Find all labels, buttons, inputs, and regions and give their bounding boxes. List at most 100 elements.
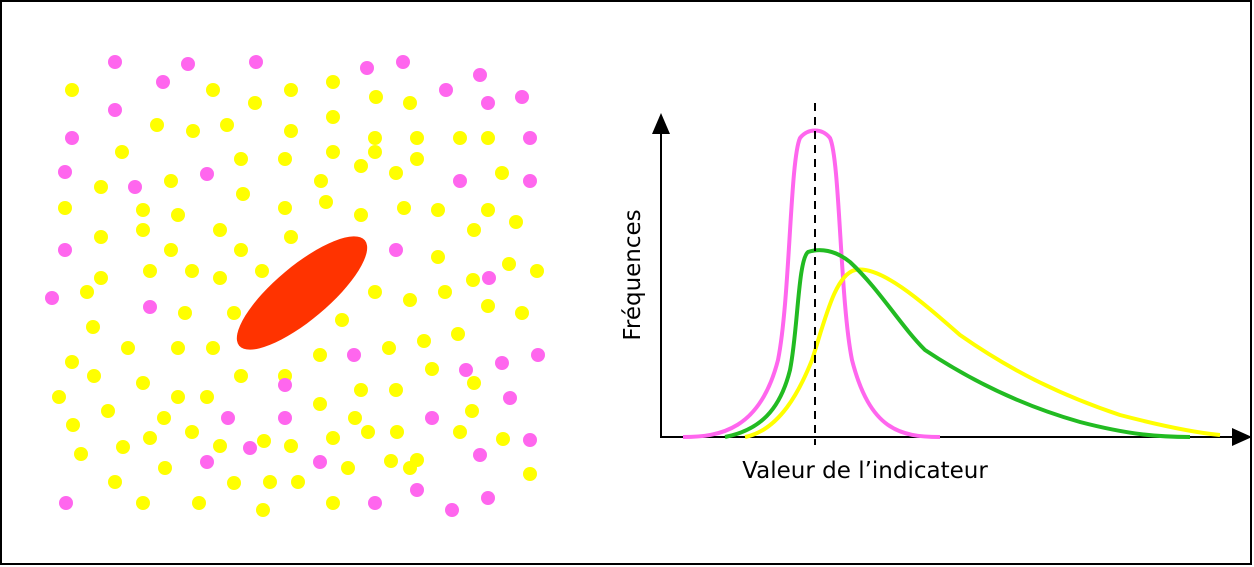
- yellow-dot: [52, 390, 66, 404]
- yellow-dot: [453, 425, 467, 439]
- yellow-dot: [65, 355, 79, 369]
- pink-dot: [58, 165, 72, 179]
- yellow-dot: [368, 131, 382, 145]
- yellow-dot: [368, 285, 382, 299]
- yellow-dot: [425, 362, 439, 376]
- yellow-dot: [255, 264, 269, 278]
- yellow-dot: [354, 159, 368, 173]
- yellow-dot: [354, 208, 368, 222]
- yellow-dot: [417, 334, 431, 348]
- yellow-dot: [115, 145, 129, 159]
- yellow-dot: [431, 250, 445, 264]
- yellow-dot: [200, 390, 214, 404]
- yellow-dot: [403, 96, 417, 110]
- pink-dot: [278, 411, 292, 425]
- yellow-dot: [192, 496, 206, 510]
- yellow-dot: [465, 404, 479, 418]
- yellow-dot: [186, 124, 200, 138]
- pink-dot: [495, 356, 509, 370]
- y-axis-label: Fréquences: [620, 209, 646, 340]
- pink-dot: [249, 55, 263, 69]
- yellow-dot: [248, 96, 262, 110]
- yellow-dot: [171, 390, 185, 404]
- pink-dot: [278, 378, 292, 392]
- pink-dot: [523, 174, 537, 188]
- yellow-dot: [410, 131, 424, 145]
- yellow-dot: [496, 432, 510, 446]
- yellow-dot: [467, 223, 481, 237]
- pink-dot: [156, 75, 170, 89]
- yellow-dot: [438, 285, 452, 299]
- pink-dot: [181, 57, 195, 71]
- yellow-dot: [65, 83, 79, 97]
- yellow-dot: [213, 223, 227, 237]
- yellow-dot: [451, 327, 465, 341]
- pink-dot: [45, 291, 59, 305]
- yellow-dot: [284, 83, 298, 97]
- yellow-dot: [185, 425, 199, 439]
- yellow-dot: [234, 243, 248, 257]
- pink-dot: [65, 131, 79, 145]
- yellow-dot: [361, 425, 375, 439]
- yellow-dot: [234, 369, 248, 383]
- pink-dot: [58, 243, 72, 257]
- yellow-dot: [453, 131, 467, 145]
- x-axis-label: Valeur de l’indicateur: [742, 458, 988, 484]
- yellow-dot: [515, 306, 529, 320]
- yellow-dot: [136, 496, 150, 510]
- yellow-dot: [284, 230, 298, 244]
- yellow-dot: [213, 271, 227, 285]
- yellow-dot: [509, 215, 523, 229]
- yellow-dot: [206, 83, 220, 97]
- yellow-dot: [481, 203, 495, 217]
- yellow-dot: [121, 341, 135, 355]
- pink-dot: [108, 55, 122, 69]
- yellow-dot: [523, 467, 537, 481]
- pink-dot: [389, 243, 403, 257]
- pink-dot: [347, 348, 361, 362]
- yellow-dot: [284, 124, 298, 138]
- pink-dot: [368, 496, 382, 510]
- yellow-dot: [227, 306, 241, 320]
- yellow-dot: [313, 397, 327, 411]
- yellow-dot: [390, 425, 404, 439]
- yellow-dot: [326, 145, 340, 159]
- yellow-dot: [278, 201, 292, 215]
- pink-dot: [439, 83, 453, 97]
- yellow-dot: [313, 348, 327, 362]
- yellow-dot: [150, 118, 164, 132]
- yellow-dot: [291, 475, 305, 489]
- pink-dot: [473, 68, 487, 82]
- yellow-dot: [467, 376, 481, 390]
- pink-dot: [482, 271, 496, 285]
- yellow-dot: [530, 264, 544, 278]
- yellow-dot: [369, 90, 383, 104]
- yellow-dot: [256, 503, 270, 517]
- yellow-dot: [158, 461, 172, 475]
- yellow-dot: [397, 201, 411, 215]
- pink-dot: [425, 411, 439, 425]
- yellow-dot: [171, 208, 185, 222]
- yellow-dot: [74, 447, 88, 461]
- yellow-dot: [164, 174, 178, 188]
- yellow-dot: [101, 404, 115, 418]
- yellow-dot: [227, 476, 241, 490]
- yellow-dot: [431, 203, 445, 217]
- yellow-dot: [257, 434, 271, 448]
- yellow-dot: [368, 145, 382, 159]
- pink-dot: [515, 90, 529, 104]
- yellow-dot: [136, 376, 150, 390]
- yellow-dot: [278, 152, 292, 166]
- pink-dot: [221, 411, 235, 425]
- yellow-dot: [94, 271, 108, 285]
- yellow-dot: [326, 110, 340, 124]
- yellow-dot: [389, 383, 403, 397]
- yellow-dot: [143, 264, 157, 278]
- pink-dot: [128, 180, 142, 194]
- pink-dot: [523, 131, 537, 145]
- yellow-dot: [495, 166, 509, 180]
- pink-dot: [481, 491, 495, 505]
- yellow-dot: [94, 230, 108, 244]
- pink-dot: [523, 433, 537, 447]
- yellow-dot: [502, 257, 516, 271]
